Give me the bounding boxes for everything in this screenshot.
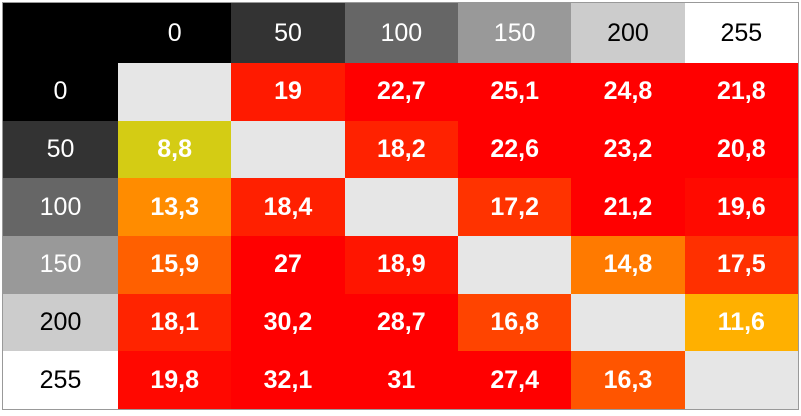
value-cell: 24,8: [571, 63, 685, 121]
column-header: 50: [231, 3, 345, 63]
row-header: 255: [3, 351, 118, 409]
value-cell: 13,3: [118, 178, 232, 236]
value-cell: 30,2: [231, 293, 345, 352]
column-header: 255: [684, 3, 798, 63]
value-cell: 19: [231, 63, 345, 121]
heat-table: 0 50 100 150 200 255 0 19 22,7 25,1 24,8 21,8 50 8,8 1…: [2, 2, 799, 410]
value-cell: 31: [344, 351, 458, 409]
value-cell: 18,2: [344, 120, 458, 179]
diagonal-cell: [571, 293, 685, 352]
value-cell: 17,2: [458, 178, 572, 236]
value-cell: 18,4: [231, 178, 345, 236]
value-cell: 22,7: [344, 63, 458, 121]
value-cell: 19,6: [684, 178, 798, 236]
diagonal-cell: [458, 236, 572, 294]
value-cell: 8,8: [118, 120, 232, 179]
value-cell: 21,2: [571, 178, 685, 236]
value-cell: 27: [231, 236, 345, 294]
row-header: 150: [3, 236, 118, 294]
row-header: 200: [3, 293, 118, 352]
value-cell: 11,6: [684, 293, 798, 352]
value-cell: 21,8: [684, 63, 798, 121]
value-cell: 18,1: [118, 293, 232, 352]
value-cell: 17,5: [684, 236, 798, 294]
row-header: 0: [3, 63, 118, 121]
value-cell: 23,2: [571, 120, 685, 179]
value-cell: 22,6: [458, 120, 572, 179]
value-cell: 27,4: [458, 351, 572, 409]
value-cell: 28,7: [344, 293, 458, 352]
diagonal-cell: [684, 351, 798, 409]
value-cell: 16,3: [571, 351, 685, 409]
row-header: 50: [3, 120, 118, 179]
value-cell: 14,8: [571, 236, 685, 294]
row-header: 100: [3, 178, 118, 236]
diagonal-cell: [231, 120, 345, 179]
value-cell: 20,8: [684, 120, 798, 179]
corner-cell: [3, 3, 118, 63]
diagonal-cell: [344, 178, 458, 236]
value-cell: 32,1: [231, 351, 345, 409]
column-header: 150: [458, 3, 572, 63]
value-cell: 18,9: [344, 236, 458, 294]
value-cell: 15,9: [118, 236, 232, 294]
column-header: 200: [571, 3, 685, 63]
column-header: 100: [344, 3, 458, 63]
value-cell: 25,1: [458, 63, 572, 121]
column-header: 0: [118, 3, 232, 63]
diagonal-cell: [118, 63, 232, 121]
value-cell: 16,8: [458, 293, 572, 352]
value-cell: 19,8: [118, 351, 232, 409]
